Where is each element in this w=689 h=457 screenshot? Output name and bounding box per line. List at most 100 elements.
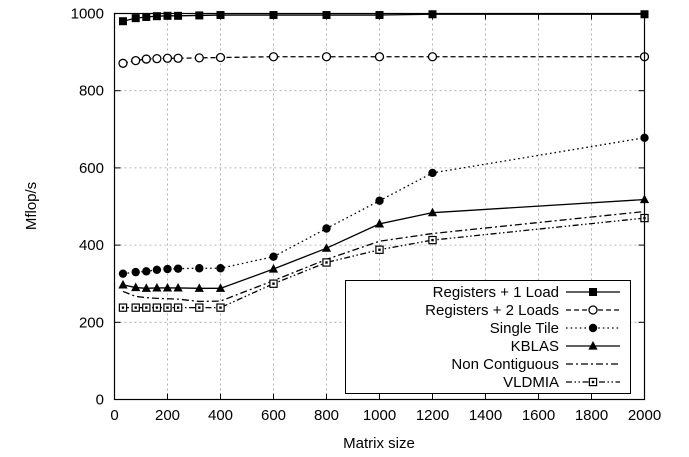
legend-marker xyxy=(589,288,597,296)
series-line xyxy=(122,210,645,303)
y-tick-label: 800 xyxy=(79,83,104,100)
data-point-core xyxy=(166,306,169,309)
data-point xyxy=(152,12,161,21)
legend-entry-1: Registers + 2 Loads xyxy=(425,302,620,319)
data-point xyxy=(194,53,204,63)
x-tick-label: 1000 xyxy=(363,407,396,424)
series-lines xyxy=(118,10,650,312)
data-point xyxy=(194,283,204,292)
x-tick-label: 1400 xyxy=(469,407,502,424)
data-point xyxy=(118,279,128,289)
data-point xyxy=(215,283,226,292)
x-tick-labels: 0 200 400 600 800 1000 1200 1400 1600 1800 2000 xyxy=(110,407,661,424)
x-tick-label: 1600 xyxy=(522,407,555,424)
data-point-core xyxy=(431,238,434,242)
legend-label: VLDMIA xyxy=(503,374,559,391)
data-point xyxy=(195,264,204,273)
legend-entry-0: Registers + 1 Load xyxy=(433,284,620,301)
x-tick-label: 1800 xyxy=(575,407,608,424)
data-point xyxy=(152,54,162,64)
data-point xyxy=(374,218,385,228)
y-axis-title: Mflop/s xyxy=(23,182,40,230)
data-point xyxy=(322,224,331,233)
data-point xyxy=(321,243,332,252)
data-point xyxy=(174,11,183,20)
data-point xyxy=(427,207,438,217)
data-point-core xyxy=(134,306,137,309)
series-3 xyxy=(118,194,650,292)
data-point xyxy=(152,282,162,292)
x-tick-label: 800 xyxy=(314,407,339,424)
data-point xyxy=(427,52,438,62)
data-point xyxy=(321,52,332,62)
data-point xyxy=(141,283,151,292)
legend-entry-3: KBLAS xyxy=(511,338,620,355)
data-point xyxy=(162,53,173,63)
series-line xyxy=(122,198,645,289)
legend-label: Non Contiguous xyxy=(451,356,559,373)
data-point xyxy=(162,282,173,292)
data-point xyxy=(131,267,140,277)
data-point xyxy=(118,58,128,68)
legend-marker-core xyxy=(591,380,595,384)
data-point xyxy=(269,252,278,261)
data-point-core xyxy=(219,306,222,309)
data-point xyxy=(374,52,385,62)
data-point-core xyxy=(378,248,381,251)
data-point xyxy=(163,264,172,274)
data-point xyxy=(173,282,183,292)
legend-marker xyxy=(588,323,598,333)
legend-label: KBLAS xyxy=(511,338,559,355)
legend-entry-2: Single Tile xyxy=(490,320,620,337)
data-point xyxy=(215,52,226,63)
data-point xyxy=(195,11,204,20)
y-tick-label: 1000 xyxy=(71,6,104,23)
legend-label: Registers + 1 Load xyxy=(433,284,559,301)
data-point xyxy=(173,264,183,273)
data-point xyxy=(375,196,384,205)
data-point-core xyxy=(155,306,159,309)
data-point-core xyxy=(145,306,148,309)
legend-label: Registers + 2 Loads xyxy=(425,302,559,319)
x-tick-label: 200 xyxy=(155,407,180,424)
data-point xyxy=(173,53,183,63)
data-point-core xyxy=(176,306,180,309)
legend-marker xyxy=(588,305,598,315)
data-point xyxy=(268,52,279,62)
data-point-core xyxy=(198,306,201,309)
series-1 xyxy=(118,52,650,68)
x-tick-label: 2000 xyxy=(628,407,661,424)
axis-ticks xyxy=(114,13,645,400)
legend-entry-5: VLDMIA xyxy=(503,374,620,391)
data-point xyxy=(131,14,140,23)
series-0 xyxy=(118,10,649,26)
data-point-core xyxy=(121,306,125,309)
data-point xyxy=(131,55,141,66)
data-point xyxy=(152,265,162,275)
y-tick-labels: 0 200 400 600 800 1000 xyxy=(71,6,104,409)
y-tick-label: 400 xyxy=(79,237,104,254)
legend-marker xyxy=(588,341,598,350)
y-tick-label: 0 xyxy=(96,392,104,409)
data-point xyxy=(142,267,151,276)
data-point xyxy=(118,17,127,26)
data-point xyxy=(118,269,128,278)
data-point-core xyxy=(325,261,328,264)
x-tick-label: 1200 xyxy=(416,407,449,424)
data-point xyxy=(131,282,141,292)
data-point xyxy=(142,12,151,21)
data-point xyxy=(141,54,151,64)
data-point xyxy=(216,264,225,273)
x-tick-label: 0 xyxy=(110,407,118,424)
data-point xyxy=(268,264,279,273)
series-line xyxy=(122,137,645,275)
data-point-core xyxy=(272,282,275,285)
legend-box xyxy=(345,280,631,394)
data-point xyxy=(428,168,437,178)
x-tick-label: 400 xyxy=(208,407,233,424)
x-axis-title: Matrix size xyxy=(343,435,415,452)
x-tick-label: 600 xyxy=(261,407,286,424)
